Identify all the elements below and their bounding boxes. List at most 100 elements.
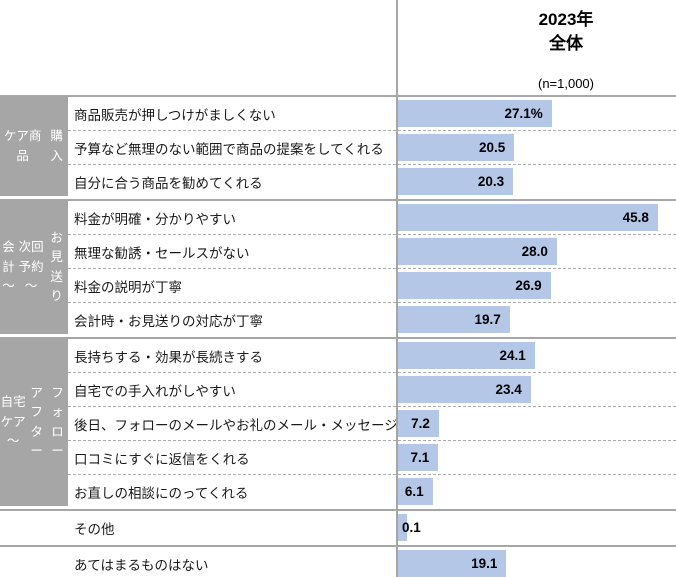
- category-line: 会計～: [2, 240, 15, 294]
- category-cell: 自宅ケア～ アフター フォロー: [0, 339, 68, 506]
- row-group: 自宅ケア～ アフター フォロー 長持ちする・効果が長続きする 24.1 自宅での手入れがし…: [0, 339, 676, 511]
- group-rows: 料金が明確・分かりやすい 45.8 無理な勧誘・セールスがない 28.0 料金の説明が丁…: [68, 201, 676, 337]
- row-group: あてはまるものはない 19.1: [0, 547, 676, 577]
- item-label: 口コミにすぐに返信をくれる: [74, 451, 250, 467]
- bar-cell: 27.1%: [398, 97, 676, 130]
- bar-cell: 26.9: [398, 269, 676, 302]
- bar-cell: 28.0: [398, 235, 676, 268]
- item-label: あてはまるものはない: [74, 558, 209, 573]
- sample-size-label: (n=1,000): [537, 76, 594, 91]
- value-bar: 19.7: [398, 306, 510, 333]
- group-rows: 商品販売が押しつけがましくない 27.1% 予算など無理のない範囲で商品の提案をして…: [68, 97, 676, 199]
- group-rows: あてはまるものはない 19.1: [68, 547, 676, 577]
- value-bar: 19.1: [398, 550, 507, 577]
- item-label: 自分に合う商品を勧めてくれる: [74, 176, 263, 191]
- bar-cell: 6.1: [398, 475, 676, 509]
- table-row: 口コミにすぐに返信をくれる 7.1: [68, 441, 676, 475]
- bar-cell: 19.1: [398, 547, 676, 577]
- row-group: その他 0.1: [0, 511, 676, 547]
- table-row: 予算など無理のない範囲で商品の提案をしてくれる 20.5: [68, 131, 676, 165]
- value-label: 45.8: [622, 210, 649, 225]
- item-label: 商品販売が押しつけがましくない: [74, 107, 276, 123]
- item-label: 予算など無理のない範囲で商品の提案をしてくれる: [74, 141, 384, 157]
- value-label: 28.0: [521, 244, 548, 259]
- table-row: 自分に合う商品を勧めてくれる 20.3: [68, 165, 676, 199]
- category-line: アフター: [30, 385, 43, 458]
- group-rows: その他 0.1: [68, 511, 676, 545]
- table-row: 料金の説明が丁寧 26.9: [68, 269, 676, 303]
- value-label: 20.5: [479, 140, 506, 155]
- category-line: 購入: [50, 129, 63, 163]
- value-bar: 7.1: [398, 444, 439, 471]
- item-label: 料金の説明が丁寧: [74, 279, 182, 295]
- value-label: 26.9: [515, 278, 542, 293]
- category-line: 次回予約～: [18, 240, 44, 294]
- value-bar: 27.1%: [398, 100, 552, 127]
- value-bar: 20.5: [398, 134, 515, 161]
- value-label: 23.4: [495, 382, 522, 397]
- value-bar: 28.0: [398, 238, 557, 265]
- bar-cell: 7.1: [398, 441, 676, 474]
- table-row: 後日、フォローのメールやお礼のメール・メッセージをくれる 7.2: [68, 407, 676, 441]
- bar-cell: 45.8: [398, 201, 676, 234]
- table-row: 商品販売が押しつけがましくない 27.1%: [68, 97, 676, 131]
- value-label: 6.1: [404, 484, 424, 499]
- item-label: お直しの相談にのってくれる: [74, 486, 249, 501]
- chart-title: 2023年 全体: [427, 8, 676, 56]
- category-line: ケア商品: [3, 129, 42, 163]
- item-label: 会計時・お見送りの対応が丁寧: [74, 314, 263, 329]
- item-label: 後日、フォローのメールやお礼のメール・メッセージをくれる: [74, 417, 398, 433]
- item-label: 自宅での手入れがしやすい: [74, 383, 236, 399]
- item-label: その他: [74, 522, 115, 537]
- category-cell-empty: [0, 547, 68, 577]
- category-cell: ケア商品 購入: [0, 97, 68, 196]
- table-row: その他 0.1: [68, 511, 676, 545]
- column-divider-line: [396, 0, 398, 577]
- value-bar: [398, 514, 407, 541]
- item-label: 無理な勧誘・セールスがない: [74, 245, 250, 261]
- bar-cell: 24.1: [398, 339, 676, 372]
- value-label: 19.1: [471, 556, 498, 571]
- value-bar: 45.8: [398, 204, 658, 231]
- group-rows: 長持ちする・効果が長続きする 24.1 自宅での手入れがしやすい 23.4 後日、フォロ…: [68, 339, 676, 509]
- category-line: フォロー: [51, 385, 64, 458]
- bar-cell: 19.7: [398, 303, 676, 337]
- chart-header: 2023年 全体 (n=1,000): [0, 0, 676, 97]
- value-bar: 7.2: [398, 410, 439, 437]
- category-cell-empty: [0, 511, 68, 545]
- value-label: 7.1: [410, 450, 430, 465]
- table-row: お直しの相談にのってくれる 6.1: [68, 475, 676, 509]
- value-bar: 6.1: [398, 478, 433, 505]
- bar-cell: 23.4: [398, 373, 676, 406]
- table-row: 料金が明確・分かりやすい 45.8: [68, 201, 676, 235]
- table-row: あてはまるものはない 19.1: [68, 547, 676, 577]
- bar-cell: 7.2: [398, 407, 676, 440]
- chart-body: ケア商品 購入 商品販売が押しつけがましくない 27.1% 予算など無理のない範囲で商品…: [0, 97, 676, 577]
- value-label: 19.7: [474, 312, 501, 327]
- value-label: 7.2: [411, 416, 430, 431]
- item-label: 長持ちする・効果が長続きする: [74, 349, 263, 365]
- value-label: 27.1%: [504, 106, 543, 121]
- bar-cell: 20.3: [398, 165, 676, 199]
- row-group: 会計～ 次回予約～ お見送り 料金が明確・分かりやすい 45.8 無理な勧誘・セールスがな…: [0, 201, 676, 339]
- category-cell: 会計～ 次回予約～ お見送り: [0, 201, 68, 334]
- table-row: 無理な勧誘・セールスがない 28.0: [68, 235, 676, 269]
- value-label: 0.1: [402, 520, 421, 535]
- table-row: 会計時・お見送りの対応が丁寧 19.7: [68, 303, 676, 337]
- bar-cell: 0.1: [398, 511, 676, 545]
- value-bar: 26.9: [398, 272, 551, 299]
- row-group: ケア商品 購入 商品販売が押しつけがましくない 27.1% 予算など無理のない範囲で商品…: [0, 97, 676, 201]
- table-row: 長持ちする・効果が長続きする 24.1: [68, 339, 676, 373]
- value-bar: 23.4: [398, 376, 531, 403]
- value-bar: 24.1: [398, 342, 535, 369]
- chart-title-scope: 全体: [549, 33, 583, 53]
- bar-cell: 20.5: [398, 131, 676, 164]
- item-label: 料金が明確・分かりやすい: [74, 211, 236, 227]
- value-bar: 20.3: [398, 168, 514, 195]
- value-label: 20.3: [477, 174, 505, 189]
- category-line: 自宅ケア～: [0, 395, 26, 449]
- table-row: 自宅での手入れがしやすい 23.4: [68, 373, 676, 407]
- chart-title-year: 2023年: [538, 10, 594, 29]
- value-label: 24.1: [499, 348, 526, 363]
